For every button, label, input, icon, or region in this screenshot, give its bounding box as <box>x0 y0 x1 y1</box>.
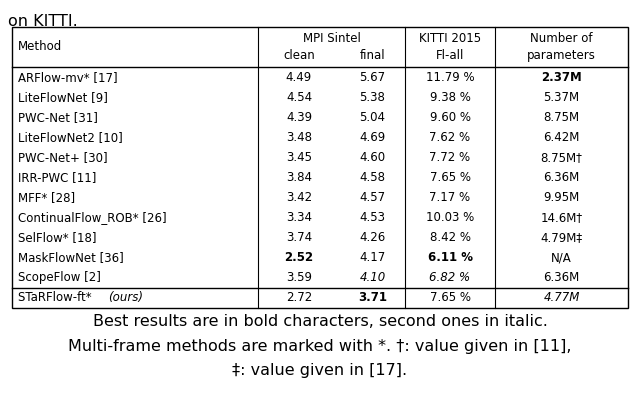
Text: 4.53: 4.53 <box>360 211 385 224</box>
Text: 7.65 %: 7.65 % <box>429 171 470 184</box>
Text: 9.95M: 9.95M <box>543 191 580 204</box>
Text: 11.79 %: 11.79 % <box>426 71 474 84</box>
Text: 3.59: 3.59 <box>286 271 312 285</box>
Text: 2.72: 2.72 <box>286 292 312 305</box>
Text: 3.45: 3.45 <box>286 151 312 164</box>
Text: 4.69: 4.69 <box>360 131 386 144</box>
Text: 4.17: 4.17 <box>360 251 386 264</box>
Text: 4.79M‡: 4.79M‡ <box>540 231 582 244</box>
Text: 7.72 %: 7.72 % <box>429 151 470 164</box>
Text: 6.82 %: 6.82 % <box>429 271 470 285</box>
Text: on KITTI.: on KITTI. <box>8 14 77 29</box>
Text: 9.60 %: 9.60 % <box>429 111 470 124</box>
Text: 6.42M: 6.42M <box>543 131 580 144</box>
Text: 5.38: 5.38 <box>360 91 385 104</box>
Text: Multi-frame methods are marked with *. †: value given in [11],: Multi-frame methods are marked with *. †… <box>68 339 572 354</box>
Text: LiteFlowNet2 [10]: LiteFlowNet2 [10] <box>18 131 123 144</box>
Text: 5.67: 5.67 <box>360 71 385 84</box>
Text: Fl-all: Fl-all <box>436 50 464 62</box>
Text: 8.42 %: 8.42 % <box>429 231 470 244</box>
Text: 5.04: 5.04 <box>360 111 385 124</box>
Text: ARFlow-mv* [17]: ARFlow-mv* [17] <box>18 71 118 84</box>
Text: 2.52: 2.52 <box>284 251 314 264</box>
Text: KITTI 2015: KITTI 2015 <box>419 32 481 45</box>
Text: 10.03 %: 10.03 % <box>426 211 474 224</box>
Text: 5.37M: 5.37M <box>543 91 580 104</box>
Text: ‡: value given in [17].: ‡: value given in [17]. <box>232 362 408 377</box>
Text: N/A: N/A <box>551 251 572 264</box>
Text: 4.10: 4.10 <box>360 271 386 285</box>
Text: STaRFlow-ft*: STaRFlow-ft* <box>18 292 95 305</box>
Text: 3.34: 3.34 <box>286 211 312 224</box>
Text: 6.36M: 6.36M <box>543 171 580 184</box>
Text: 7.17 %: 7.17 % <box>429 191 470 204</box>
Text: PWC-Net+ [30]: PWC-Net+ [30] <box>18 151 108 164</box>
Text: ContinualFlow_ROB* [26]: ContinualFlow_ROB* [26] <box>18 211 166 224</box>
Text: 6.11 %: 6.11 % <box>428 251 472 264</box>
Text: Number of: Number of <box>531 32 593 45</box>
Text: clean: clean <box>283 50 315 62</box>
Text: 3.42: 3.42 <box>286 191 312 204</box>
Text: 3.71: 3.71 <box>358 292 387 305</box>
Text: MFF* [28]: MFF* [28] <box>18 191 75 204</box>
Text: 7.65 %: 7.65 % <box>429 292 470 305</box>
Text: final: final <box>360 50 385 62</box>
Text: 2.37M: 2.37M <box>541 71 582 84</box>
Text: 14.6M†: 14.6M† <box>540 211 582 224</box>
Bar <box>12 27 628 308</box>
Text: IRR-PWC [11]: IRR-PWC [11] <box>18 171 97 184</box>
Text: Method: Method <box>18 40 62 54</box>
Text: 4.77M: 4.77M <box>543 292 580 305</box>
Text: 3.84: 3.84 <box>286 171 312 184</box>
Text: 4.54: 4.54 <box>286 91 312 104</box>
Text: 8.75M: 8.75M <box>543 111 580 124</box>
Text: MPI Sintel: MPI Sintel <box>303 32 360 45</box>
Text: 9.38 %: 9.38 % <box>429 91 470 104</box>
Text: 4.57: 4.57 <box>360 191 385 204</box>
Text: 3.48: 3.48 <box>286 131 312 144</box>
Text: parameters: parameters <box>527 50 596 62</box>
Text: 4.60: 4.60 <box>360 151 385 164</box>
Text: MaskFlowNet [36]: MaskFlowNet [36] <box>18 251 124 264</box>
Text: Best results are in bold characters, second ones in italic.: Best results are in bold characters, sec… <box>93 314 547 329</box>
Text: 3.74: 3.74 <box>286 231 312 244</box>
Text: 7.62 %: 7.62 % <box>429 131 470 144</box>
Text: 6.36M: 6.36M <box>543 271 580 285</box>
Text: 8.75M†: 8.75M† <box>541 151 582 164</box>
Text: SelFlow* [18]: SelFlow* [18] <box>18 231 97 244</box>
Text: 4.26: 4.26 <box>360 231 386 244</box>
Text: PWC-Net [31]: PWC-Net [31] <box>18 111 98 124</box>
Text: 4.39: 4.39 <box>286 111 312 124</box>
Text: LiteFlowNet [9]: LiteFlowNet [9] <box>18 91 108 104</box>
Text: (ours): (ours) <box>108 292 143 305</box>
Text: 4.58: 4.58 <box>360 171 385 184</box>
Text: 4.49: 4.49 <box>286 71 312 84</box>
Text: ScopeFlow [2]: ScopeFlow [2] <box>18 271 101 285</box>
